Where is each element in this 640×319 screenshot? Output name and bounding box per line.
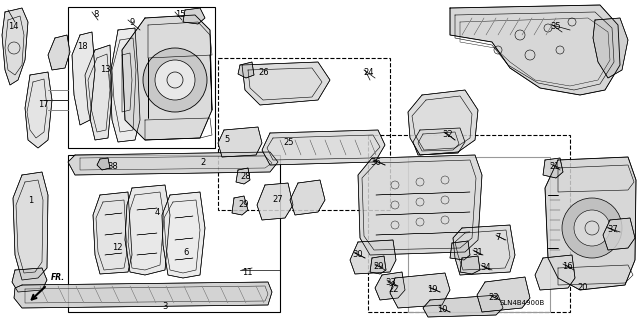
Text: 33: 33 — [385, 278, 396, 287]
Polygon shape — [85, 45, 112, 140]
Polygon shape — [408, 90, 478, 155]
Text: 29: 29 — [238, 200, 248, 209]
Text: 15: 15 — [175, 10, 186, 19]
Text: 30: 30 — [352, 250, 363, 259]
Bar — [218, 58, 390, 210]
Polygon shape — [390, 273, 450, 308]
Polygon shape — [257, 183, 293, 220]
Text: 26: 26 — [258, 68, 269, 77]
Bar — [68, 7, 215, 148]
Polygon shape — [12, 268, 47, 292]
Text: 9: 9 — [130, 18, 135, 27]
Polygon shape — [238, 62, 254, 78]
Polygon shape — [603, 218, 635, 250]
Polygon shape — [13, 172, 48, 280]
Text: 34: 34 — [480, 263, 491, 272]
Text: 12: 12 — [112, 243, 122, 252]
Text: SLN4B4900B: SLN4B4900B — [500, 300, 545, 306]
Bar — [368, 135, 570, 312]
Polygon shape — [72, 32, 95, 125]
Polygon shape — [122, 15, 212, 140]
Text: 17: 17 — [38, 100, 49, 109]
Text: 5: 5 — [224, 135, 229, 144]
Polygon shape — [2, 8, 28, 85]
Polygon shape — [183, 8, 205, 24]
Text: 16: 16 — [562, 262, 573, 271]
Polygon shape — [535, 255, 575, 290]
Text: 27: 27 — [272, 195, 283, 204]
Text: 32: 32 — [442, 130, 452, 139]
Polygon shape — [370, 256, 386, 274]
Text: 22: 22 — [388, 285, 399, 294]
Text: 19: 19 — [427, 285, 438, 294]
Polygon shape — [450, 241, 470, 260]
Polygon shape — [545, 157, 636, 290]
Text: 4: 4 — [155, 208, 160, 217]
Text: 38: 38 — [107, 162, 118, 171]
Polygon shape — [350, 240, 396, 274]
Text: 31: 31 — [472, 248, 483, 257]
Text: 3: 3 — [162, 302, 168, 311]
Polygon shape — [543, 158, 563, 178]
Polygon shape — [450, 5, 620, 95]
Polygon shape — [162, 192, 205, 278]
Polygon shape — [375, 272, 405, 300]
Polygon shape — [93, 192, 132, 274]
Polygon shape — [236, 168, 250, 184]
Circle shape — [562, 198, 622, 258]
Circle shape — [155, 60, 195, 100]
Text: 25: 25 — [283, 138, 294, 147]
Polygon shape — [14, 282, 272, 308]
Polygon shape — [125, 185, 170, 275]
Circle shape — [574, 210, 610, 246]
Text: 20: 20 — [577, 283, 588, 292]
Polygon shape — [262, 130, 385, 165]
Polygon shape — [97, 158, 110, 170]
Text: 8: 8 — [93, 10, 99, 19]
Polygon shape — [232, 196, 248, 215]
Polygon shape — [68, 152, 278, 175]
Text: 37: 37 — [607, 225, 618, 234]
Polygon shape — [453, 225, 515, 275]
Polygon shape — [48, 35, 70, 70]
Text: 13: 13 — [100, 65, 111, 74]
Text: 14: 14 — [8, 22, 19, 31]
Text: 11: 11 — [242, 268, 253, 277]
Text: 21: 21 — [549, 162, 559, 171]
Text: 28: 28 — [240, 172, 251, 181]
Text: 29: 29 — [373, 262, 383, 271]
Polygon shape — [358, 155, 482, 255]
Polygon shape — [242, 62, 330, 105]
Polygon shape — [290, 180, 325, 215]
Bar — [408, 157, 550, 312]
Text: FR.: FR. — [51, 273, 65, 282]
Polygon shape — [413, 128, 465, 155]
Text: 1: 1 — [28, 196, 33, 205]
Polygon shape — [477, 277, 530, 312]
Text: 6: 6 — [183, 248, 188, 257]
Polygon shape — [25, 72, 52, 148]
Text: 24: 24 — [363, 68, 374, 77]
Text: 35: 35 — [550, 22, 561, 31]
Text: 10: 10 — [437, 305, 447, 314]
Text: 23: 23 — [488, 293, 499, 302]
Text: 7: 7 — [495, 233, 500, 242]
Polygon shape — [423, 295, 503, 317]
Text: 18: 18 — [77, 42, 88, 51]
Polygon shape — [460, 256, 480, 274]
Polygon shape — [218, 127, 262, 157]
Text: 36: 36 — [370, 158, 381, 167]
Text: 2: 2 — [200, 158, 205, 167]
Polygon shape — [593, 18, 628, 78]
Polygon shape — [110, 28, 140, 142]
Bar — [68, 155, 280, 312]
Circle shape — [143, 48, 207, 112]
